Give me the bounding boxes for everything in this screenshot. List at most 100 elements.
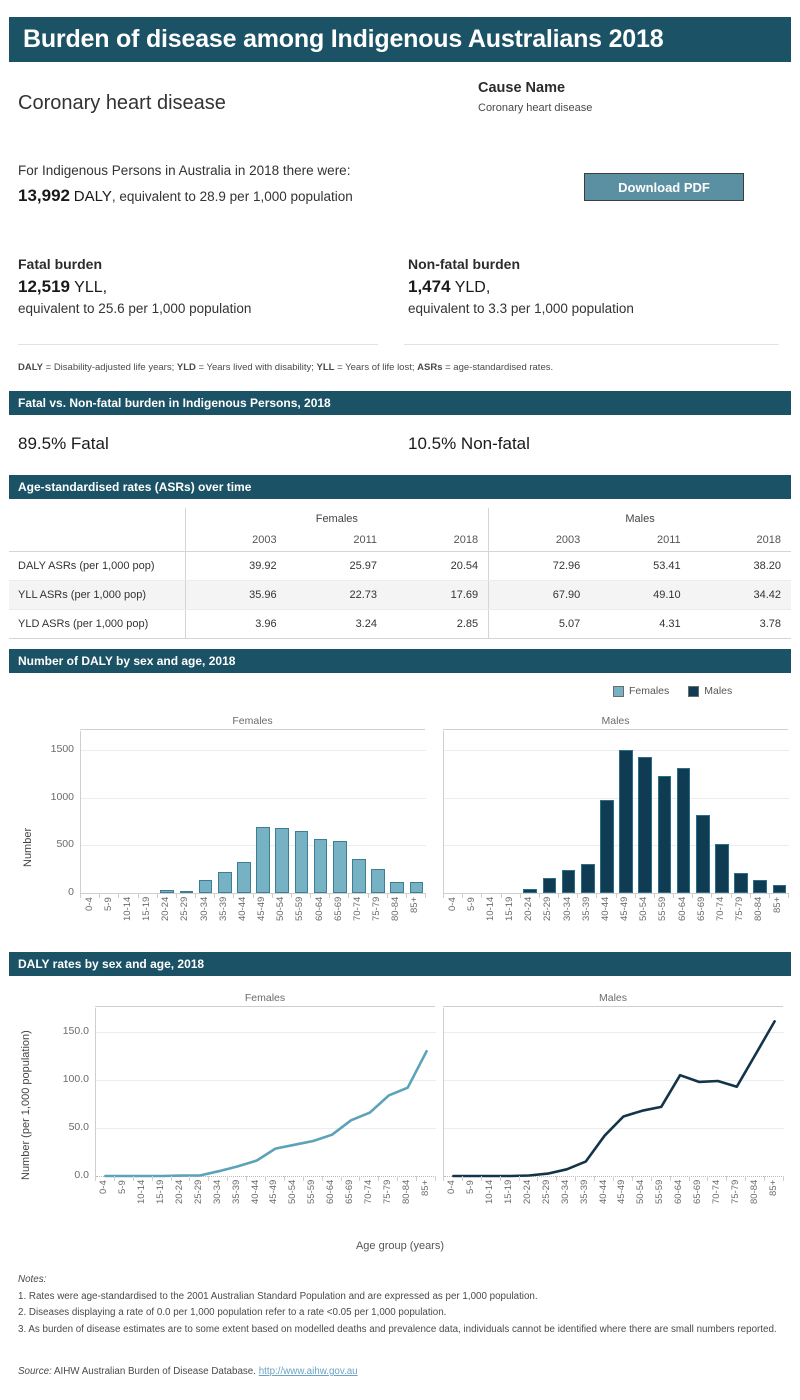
section-header-asr: Age-standardised rates (ASRs) over time xyxy=(9,475,791,499)
bar-55-59[interactable] xyxy=(657,776,672,893)
bar-75-79[interactable] xyxy=(371,869,385,893)
x-axis-tick-mark xyxy=(631,1176,633,1181)
fatal-burden-value: 12,519 YLL, xyxy=(18,277,388,297)
bar-30-34[interactable] xyxy=(561,870,576,893)
bar-20-24[interactable] xyxy=(160,890,175,893)
x-axis-title: Age group (years) xyxy=(355,1240,445,1252)
bar-60-64[interactable] xyxy=(313,838,328,893)
bar-55-59[interactable] xyxy=(294,830,309,893)
chart-panel-header-females: Females xyxy=(80,713,425,730)
asr-cell: 72.96 xyxy=(488,551,591,581)
x-axis-tick-label: 25-29 xyxy=(542,897,554,922)
x-axis-tick-label: 10-14 xyxy=(484,897,496,922)
x-axis-tick-label: 30-34 xyxy=(198,897,210,922)
asr-cell: 25.97 xyxy=(286,551,387,581)
bar-25-29[interactable] xyxy=(542,877,557,893)
download-pdf-button[interactable]: Download PDF xyxy=(584,173,744,201)
bar-50-54[interactable] xyxy=(275,828,290,893)
x-axis-tick-mark xyxy=(443,893,444,898)
x-axis-tick-label: 20-24 xyxy=(522,1180,533,1205)
note-item: 2. Diseases displaying a rate of 0.0 per… xyxy=(18,1307,447,1318)
x-axis-tick-mark xyxy=(435,1176,436,1181)
x-axis-tick-mark xyxy=(518,1176,520,1181)
bar-65-69[interactable] xyxy=(332,841,347,893)
source-label: Source: xyxy=(18,1366,52,1377)
bar-45-49[interactable] xyxy=(619,750,633,893)
bar-25-29[interactable] xyxy=(179,891,194,893)
x-axis-tick-mark xyxy=(397,1176,399,1181)
source-text: AIHW Australian Burden of Disease Databa… xyxy=(51,1366,259,1377)
cause-name-value[interactable]: Coronary heart disease xyxy=(478,102,593,114)
bar-85+[interactable] xyxy=(772,885,787,893)
bar-65-69[interactable] xyxy=(695,814,710,893)
bar-50-54[interactable] xyxy=(638,756,653,893)
x-axis-tick-label: 60-64 xyxy=(313,897,325,922)
bar-40-44[interactable] xyxy=(237,861,251,893)
gridline-100.0 xyxy=(96,1080,436,1081)
bar-30-34[interactable] xyxy=(198,880,213,893)
bar-35-39[interactable] xyxy=(217,871,232,893)
x-axis-tick-mark xyxy=(726,1176,728,1181)
line-series-males xyxy=(452,1020,776,1178)
y-axis-tick-label: 150.0 xyxy=(62,1025,89,1037)
gridline-1000 xyxy=(444,797,789,799)
x-axis-tick-label: 20-24 xyxy=(174,1180,185,1205)
x-axis-tick-mark xyxy=(556,1176,558,1181)
page-title-bar: Burden of disease among Indigenous Austr… xyxy=(9,17,791,62)
asr-row-label-yld: YLD ASRs (per 1,000 pop) xyxy=(9,609,186,639)
chart-panel-header-males: Males xyxy=(443,713,788,730)
abbrev-daly-key: DALY xyxy=(18,362,43,373)
x-axis-labels-females: 0-4 5-9 10-14 15-19 20-24 25-29 30-34 35-39 40-4… xyxy=(95,1180,435,1218)
x-axis-tick-mark xyxy=(749,893,751,898)
x-axis-tick-label: 55-59 xyxy=(657,897,669,922)
x-axis-tick-label: 75-79 xyxy=(381,1180,393,1205)
asr-group-females: Females xyxy=(184,508,489,530)
x-axis-tick-label: 55-59 xyxy=(306,1180,318,1205)
x-axis-tick-label: 85+ xyxy=(419,1180,431,1197)
x-axis-tick-label: 10-14 xyxy=(121,897,133,922)
line-path[interactable] xyxy=(452,1020,776,1178)
bar-70-74[interactable] xyxy=(352,858,366,893)
bar-85+[interactable] xyxy=(409,882,424,893)
bar-70-74[interactable] xyxy=(715,843,729,893)
bar-75-79[interactable] xyxy=(734,873,748,893)
y-axis-tick-label: 1500 xyxy=(50,743,74,756)
bar-80-84[interactable] xyxy=(753,879,768,893)
x-axis-tick-label: 15-19 xyxy=(141,897,153,922)
bar-20-24[interactable] xyxy=(523,889,538,893)
gridline-0.0 xyxy=(96,1176,436,1177)
asr-group-header-row: Females Males xyxy=(9,508,791,530)
summary-daly-count: 13,992 xyxy=(18,186,70,205)
x-axis-tick-label: 50-54 xyxy=(275,897,287,922)
bar-45-49[interactable] xyxy=(256,827,270,893)
abbrev-daly-def: = Disability-adjusted life years; xyxy=(43,362,177,373)
legend-label-females: Females xyxy=(629,685,670,697)
bar-80-84[interactable] xyxy=(390,881,405,893)
bar-60-64[interactable] xyxy=(676,768,691,893)
line-series-females xyxy=(104,1049,428,1178)
bar-40-44[interactable] xyxy=(600,800,614,893)
chart-plot-males xyxy=(443,731,789,894)
asr-row-label-yll: YLL ASRs (per 1,000 pop) xyxy=(9,580,186,610)
source-link[interactable]: http://www.aihw.gov.au xyxy=(258,1366,358,1377)
asr-cell: 35.96 xyxy=(185,580,287,610)
table-row: DALY ASRs (per 1,000 pop) 39.92 25.97 20… xyxy=(9,551,791,581)
x-axis-tick-mark xyxy=(788,893,789,898)
gridline-500 xyxy=(444,845,789,847)
x-axis-tick-mark xyxy=(669,1176,671,1181)
legend-item-females[interactable]: Females xyxy=(613,685,669,697)
asr-cell: 17.69 xyxy=(386,580,489,610)
x-axis-tick-mark xyxy=(481,893,483,898)
x-axis-tick-mark xyxy=(80,893,81,898)
fatal-burden-block: Fatal burden 12,519 YLL, equivalent to 2… xyxy=(18,256,388,316)
x-axis-tick-mark xyxy=(214,893,216,898)
x-axis-tick-mark xyxy=(233,893,235,898)
x-axis-tick-mark xyxy=(151,1176,153,1181)
legend-item-males[interactable]: Males xyxy=(688,685,732,697)
x-axis-tick-label: 45-49 xyxy=(616,1180,628,1205)
bar-35-39[interactable] xyxy=(580,863,595,893)
asr-cell: 53.41 xyxy=(590,551,691,581)
asr-cell: 39.92 xyxy=(185,551,287,581)
x-axis-tick-label: 0-4 xyxy=(83,897,95,911)
line-path[interactable] xyxy=(104,1049,428,1178)
